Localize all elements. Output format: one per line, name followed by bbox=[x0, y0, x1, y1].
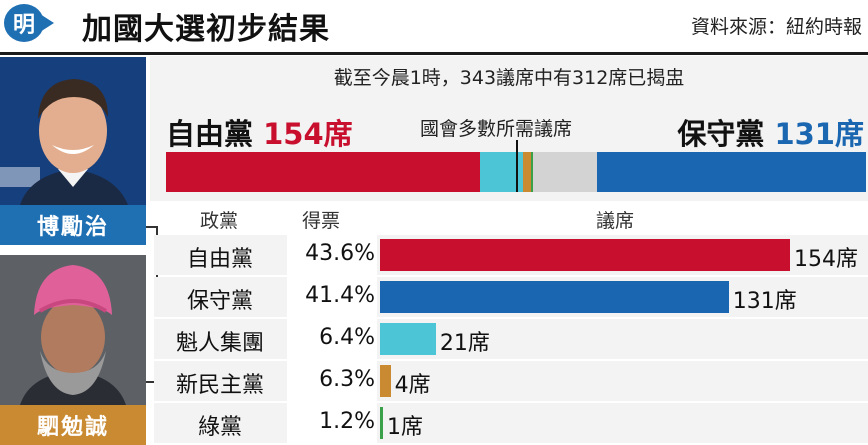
stack-segment bbox=[531, 152, 534, 192]
seat-bar bbox=[380, 407, 383, 439]
stack-segment bbox=[596, 152, 866, 192]
seat-bar bbox=[380, 365, 391, 397]
candidate-portrait-icon bbox=[0, 57, 146, 205]
logo-speech-tail bbox=[40, 14, 54, 32]
vote-share-cell bbox=[287, 319, 377, 359]
stack-segment bbox=[480, 152, 524, 192]
source-credit: 資料來源：紐約時報 bbox=[690, 16, 862, 38]
party-name: 自由黨 bbox=[186, 247, 253, 272]
header-divider bbox=[0, 52, 868, 55]
candidate-name-ndp: 駟勉誠 bbox=[0, 405, 146, 445]
party-name: 新民主黨 bbox=[175, 373, 264, 398]
seat-count-label: 21席 bbox=[439, 331, 490, 356]
stack-segment bbox=[523, 152, 532, 192]
vote-share-cell bbox=[287, 403, 377, 443]
seat-count-label: 131席 bbox=[732, 289, 797, 314]
table-row bbox=[154, 403, 868, 443]
seat-bar bbox=[380, 281, 729, 313]
leading-party-summary: 自由黨 154席 bbox=[166, 111, 353, 153]
seat-count-label: 4席 bbox=[394, 373, 431, 398]
party-name: 魁人集團 bbox=[175, 331, 264, 356]
leading-party-seats: 154席 bbox=[263, 117, 353, 151]
candidate-name-conservative: 博勵治 bbox=[0, 205, 146, 245]
majority-threshold-label: 國會多數所需議席 bbox=[420, 118, 573, 140]
vote-share: 43.6% bbox=[305, 241, 375, 266]
candidate-portrait-icon bbox=[0, 255, 146, 405]
majority-threshold-line bbox=[516, 140, 518, 192]
stack-segment-undeclared bbox=[533, 152, 597, 192]
column-header-party: 政黨 bbox=[200, 210, 239, 232]
seat-count-label: 1席 bbox=[387, 415, 423, 440]
stack-segment bbox=[166, 152, 481, 192]
header: 明 加國大選初步結果 資料來源：紐約時報 bbox=[0, 0, 868, 50]
vote-share: 41.4% bbox=[305, 283, 375, 308]
vote-share-cell bbox=[287, 277, 377, 317]
party-name: 保守黨 bbox=[186, 289, 253, 314]
vote-share: 1.2% bbox=[319, 409, 375, 434]
count-status: 截至今晨1時，343議席中有312席已揭盅 bbox=[333, 67, 685, 89]
seat-stacked-bar bbox=[166, 152, 866, 192]
party-name: 綠黨 bbox=[197, 415, 242, 440]
vote-share-cell bbox=[287, 361, 377, 401]
seat-count-label: 154席 bbox=[794, 247, 858, 272]
vote-share: 6.3% bbox=[319, 367, 375, 392]
candidate-photo-conservative bbox=[0, 57, 146, 205]
runner-up-summary: 保守黨 131席 bbox=[677, 111, 864, 153]
runner-up-party-name: 保守黨 bbox=[677, 117, 765, 151]
column-header-seats: 議席 bbox=[596, 210, 635, 232]
seat-bar bbox=[380, 323, 436, 355]
table-row bbox=[154, 361, 868, 401]
vote-share: 6.4% bbox=[319, 325, 375, 350]
leading-party-name: 自由黨 bbox=[166, 117, 254, 151]
candidate-photo-ndp bbox=[0, 255, 146, 405]
runner-up-party-seats: 131席 bbox=[774, 117, 864, 151]
seat-bar bbox=[380, 239, 790, 271]
page-title: 加國大選初步結果 bbox=[82, 12, 330, 47]
vote-share-cell bbox=[287, 235, 377, 275]
newspaper-logo-icon: 明 bbox=[4, 4, 44, 42]
column-header-votes: 得票 bbox=[302, 210, 341, 232]
table-row bbox=[154, 319, 868, 359]
